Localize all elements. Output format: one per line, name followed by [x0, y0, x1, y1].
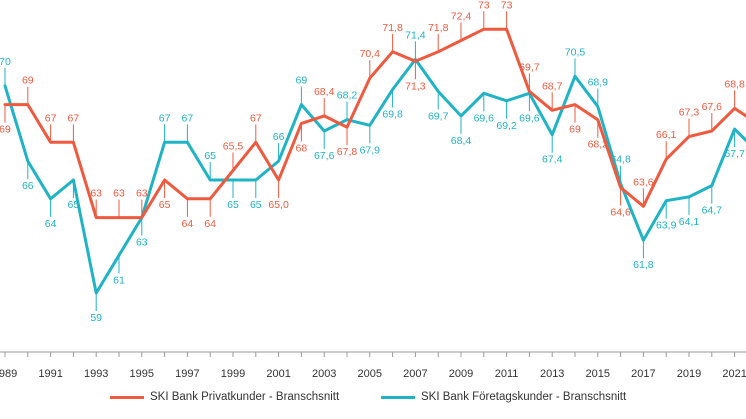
data-label-privatkunder: 69: [22, 75, 34, 87]
data-label-foretagskunder: 67,4: [542, 154, 563, 166]
data-label-privatkunder: 73: [478, 0, 490, 11]
x-tick-label: 2017: [631, 368, 655, 380]
x-tick-label: 2003: [312, 368, 336, 380]
x-tick-label: 2007: [403, 368, 427, 380]
data-label-privatkunder: 65,5: [223, 141, 244, 153]
series-line-foretagskunder: [3, 57, 746, 295]
data-label-foretagskunder: 66: [22, 180, 34, 192]
data-label-foretagskunder: 68,2: [337, 90, 358, 102]
data-label-privatkunder: 64,6: [610, 206, 631, 218]
data-label-foretagskunder: 70,5: [565, 46, 586, 58]
data-label-privatkunder: 69: [0, 124, 11, 136]
data-label-foretagskunder: 64,1: [679, 216, 700, 228]
legend-swatch-foretagskunder: [381, 395, 415, 399]
legend: SKI Bank Privatkunder - Branschsnitt SKI…: [0, 385, 746, 409]
data-label-foretagskunder: 69,2: [496, 120, 517, 132]
x-tick-label: 2001: [266, 368, 290, 380]
data-label-privatkunder: 72,4: [451, 11, 472, 23]
data-label-foretagskunder: 69,8: [382, 109, 403, 121]
data-label-foretagskunder: 64,8: [610, 154, 631, 166]
data-label-foretagskunder: 59: [90, 312, 102, 324]
data-label-privatkunder: 67: [68, 112, 80, 124]
data-label-foretagskunder: 65: [204, 150, 216, 162]
data-label-privatkunder: 65,0: [268, 199, 289, 211]
data-label-privatkunder: 67,3: [679, 107, 700, 119]
x-tick-label: 2005: [358, 368, 382, 380]
data-label-foretagskunder: 61: [113, 274, 125, 286]
data-label-foretagskunder: 63: [136, 237, 148, 249]
data-label-foretagskunder: 67: [159, 112, 171, 124]
data-label-privatkunder: 64: [204, 218, 216, 230]
x-tick-label: 2021: [722, 368, 746, 380]
data-label-privatkunder: 68: [296, 142, 308, 154]
data-label-privatkunder: 63,6: [633, 176, 654, 188]
data-label-foretagskunder: 68,4: [451, 135, 472, 147]
data-label-foretagskunder: 67,9: [360, 144, 381, 156]
data-label-privatkunder: 67: [250, 112, 262, 124]
x-tick-label: 2011: [495, 368, 519, 380]
legend-swatch-privatkunder: [110, 395, 144, 399]
data-label-foretagskunder: 67,6: [314, 150, 335, 162]
data-label-foretagskunder: 64: [45, 218, 57, 230]
data-label-privatkunder: 67,6: [702, 101, 723, 113]
series-line-privatkunder: [3, 27, 746, 220]
x-tick-label: 2019: [677, 368, 701, 380]
data-label-privatkunder: 67,8: [337, 146, 358, 158]
data-label-privatkunder: 68,2: [588, 139, 609, 151]
legend-label-foretagskunder: SKI Bank Företagskunder - Branschsnitt: [421, 391, 627, 403]
data-label-privatkunder: 68,8: [724, 78, 745, 90]
data-label-privatkunder: 64: [182, 218, 194, 230]
x-tick-label: 1991: [38, 368, 62, 380]
data-label-foretagskunder: 69: [296, 75, 308, 87]
data-label-privatkunder: 69,7: [519, 61, 540, 73]
data-label-privatkunder: 68,7: [542, 80, 563, 92]
data-label-foretagskunder: 68,9: [588, 76, 609, 88]
data-label-privatkunder: 71,8: [382, 22, 403, 34]
data-label-foretagskunder: 63,9: [656, 220, 677, 232]
data-label-foretagskunder: 61,8: [633, 259, 654, 271]
x-axis: 1989 1991 1993 1995 1997 1999 2001 2003 2005 2007…: [0, 351, 746, 380]
data-label-foretagskunder: 67: [182, 112, 194, 124]
x-tick-label: 1999: [221, 368, 245, 380]
data-label-privatkunder: 63: [90, 188, 102, 200]
data-label-privatkunder: 67: [45, 112, 57, 124]
data-label-foretagskunder: 67,7: [724, 148, 745, 160]
legend-item-privatkunder: SKI Bank Privatkunder - Branschsnitt: [110, 385, 339, 409]
data-label-foretagskunder: 66: [273, 131, 285, 143]
data-label-foretagskunder: 70: [0, 56, 11, 68]
x-tick-label: 1993: [84, 368, 108, 380]
data-label-privatkunder: 71,8: [428, 22, 449, 34]
data-label-foretagskunder: 69,7: [428, 110, 449, 122]
data-label-foretagskunder: 65: [68, 199, 80, 211]
legend-item-foretagskunder: SKI Bank Företagskunder - Branschsnitt: [381, 385, 626, 409]
data-label-privatkunder: 71,3: [405, 80, 426, 92]
data-label-foretagskunder: 65: [250, 199, 262, 211]
data-label-privatkunder: 63: [136, 188, 148, 200]
data-label-foretagskunder: 69,6: [474, 112, 495, 124]
x-tick-label: 2013: [540, 368, 564, 380]
legend-label-privatkunder: SKI Bank Privatkunder - Branschsnitt: [150, 391, 340, 403]
x-tick-label: 2015: [586, 368, 610, 380]
x-tick-label: 1995: [130, 368, 154, 380]
data-label-foretagskunder: 69,6: [519, 112, 540, 124]
series-layer: [3, 27, 746, 295]
data-label-foretagskunder: 71,4: [405, 29, 426, 41]
x-tick-label: 1989: [0, 368, 17, 380]
data-label-privatkunder: 68,4: [314, 86, 335, 98]
data-label-layer: 69 69 67 67 63 63 63 65 64 64 65,5 67 65,0 68 68,4 67,8…: [0, 0, 745, 324]
data-label-privatkunder: 66,1: [656, 129, 677, 141]
data-label-privatkunder: 63: [113, 188, 125, 200]
data-label-privatkunder: 69: [569, 124, 581, 136]
x-tick-label: 1997: [175, 368, 199, 380]
data-label-privatkunder: 73: [501, 0, 513, 11]
data-label-privatkunder: 65: [159, 199, 171, 211]
x-tick-label: 2009: [449, 368, 473, 380]
data-label-privatkunder: 70,4: [360, 48, 381, 60]
data-label-foretagskunder: 65: [227, 199, 239, 211]
data-label-foretagskunder: 64,7: [702, 205, 723, 217]
